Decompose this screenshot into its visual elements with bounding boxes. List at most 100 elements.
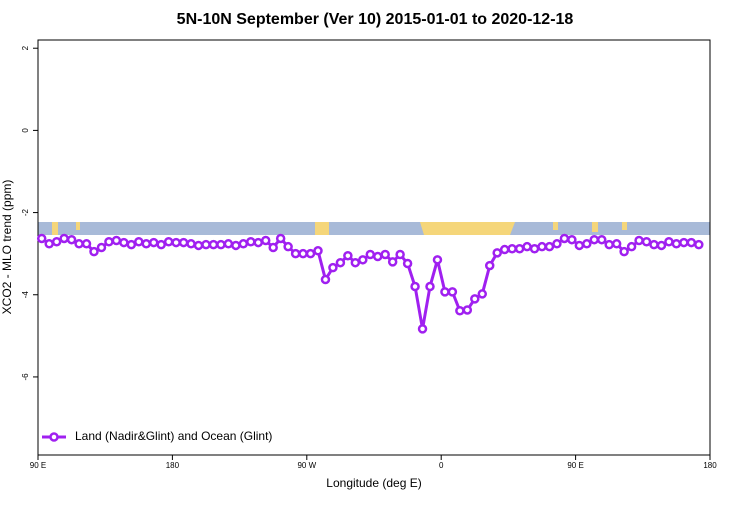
data-point: [96, 242, 107, 253]
data-point: [395, 249, 405, 260]
y-tick-label: -4: [21, 291, 30, 299]
data-point: [275, 233, 286, 244]
data-point: [552, 239, 562, 249]
data-point: [290, 248, 301, 259]
data-point: [59, 233, 69, 244]
data-point: [335, 257, 346, 268]
data-point: [372, 251, 383, 262]
y-tick-label: -6: [21, 373, 30, 381]
data-point: [417, 324, 428, 334]
data-point: [163, 236, 174, 247]
data-point: [358, 255, 368, 265]
data-point: [425, 281, 435, 292]
y-tick-label: 2: [21, 45, 30, 50]
data-point: [253, 237, 264, 248]
data-point: [484, 260, 495, 271]
data-point: [268, 242, 278, 253]
data-point: [320, 274, 331, 285]
data-point: [462, 305, 473, 315]
land-patch: [622, 222, 627, 230]
y-axis-label: XCO2 - MLO trend (ppm): [0, 180, 14, 315]
x-tick-label: 90 E: [567, 461, 583, 470]
data-point: [126, 239, 137, 250]
data-point: [604, 239, 614, 250]
data-point: [305, 248, 316, 259]
data-point: [141, 239, 152, 249]
data-point: [238, 239, 249, 249]
data-point: [231, 240, 241, 251]
data-point: [246, 236, 256, 247]
x-tick-label: 90 W: [297, 461, 316, 470]
y-tick-label: 0: [21, 128, 30, 133]
data-point: [365, 249, 376, 260]
data-point: [380, 249, 390, 260]
data-point: [671, 239, 682, 249]
data-point: [36, 233, 47, 244]
land-patch: [52, 222, 58, 235]
data-point: [694, 239, 704, 250]
x-tick-label: 180: [166, 461, 180, 470]
plot-frame: [37, 39, 711, 456]
data-point: [596, 234, 607, 245]
data-point: [492, 248, 502, 258]
data-point: [178, 237, 189, 248]
data-point: [686, 237, 697, 248]
data-point: [679, 237, 689, 248]
data-point: [626, 241, 637, 252]
data-point: [514, 243, 525, 254]
data-point: [171, 237, 181, 248]
data-point: [537, 241, 547, 252]
data-point: [567, 234, 577, 245]
data-point: [74, 239, 84, 249]
data-point: [619, 246, 629, 257]
y-tick-label: -2: [21, 208, 30, 216]
x-axis-label: Longitude (deg E): [326, 476, 421, 490]
data-point: [66, 234, 77, 245]
data-point: [216, 239, 226, 250]
data-point: [574, 240, 585, 251]
land-patch: [553, 222, 558, 230]
data-point: [432, 255, 443, 265]
data-point: [656, 240, 667, 251]
land-patch: [76, 222, 80, 230]
data-point: [634, 235, 644, 246]
data-point: [148, 237, 159, 248]
data-point: [208, 239, 219, 250]
data-point: [119, 237, 129, 248]
data-point: [402, 258, 413, 269]
land-patch: [592, 222, 598, 232]
legend-marker: [49, 432, 59, 442]
data-point: [89, 246, 99, 257]
data-point: [51, 236, 62, 247]
data-point: [44, 239, 54, 249]
data-point: [440, 287, 450, 297]
data-point: [410, 281, 420, 292]
data-point: [186, 239, 196, 249]
data-point: [589, 234, 600, 245]
data-point: [649, 239, 659, 250]
data-point: [343, 250, 353, 261]
data-point: [201, 239, 211, 250]
land-ocean-strip: [38, 222, 710, 235]
data-point: [156, 239, 166, 250]
land-patch: [315, 222, 329, 235]
data-point: [104, 236, 114, 247]
ocean-band: [38, 222, 710, 235]
data-point: [387, 257, 398, 267]
data-point: [283, 241, 293, 252]
x-tick-label: 180: [703, 461, 717, 470]
chart-title: 5N-10N September (Ver 10) 2015-01-01 to …: [177, 11, 574, 28]
land-patch: [420, 222, 515, 235]
data-point: [298, 248, 308, 259]
data-point: [529, 243, 540, 254]
data-point: [522, 241, 532, 252]
data-point: [559, 233, 570, 244]
data-point: [477, 289, 488, 299]
data-point: [611, 239, 622, 249]
legend-label: Land (Nadir&Glint) and Ocean (Glint): [75, 429, 272, 443]
data-point: [582, 239, 592, 249]
data-point: [328, 262, 338, 273]
data-point: [507, 243, 517, 254]
